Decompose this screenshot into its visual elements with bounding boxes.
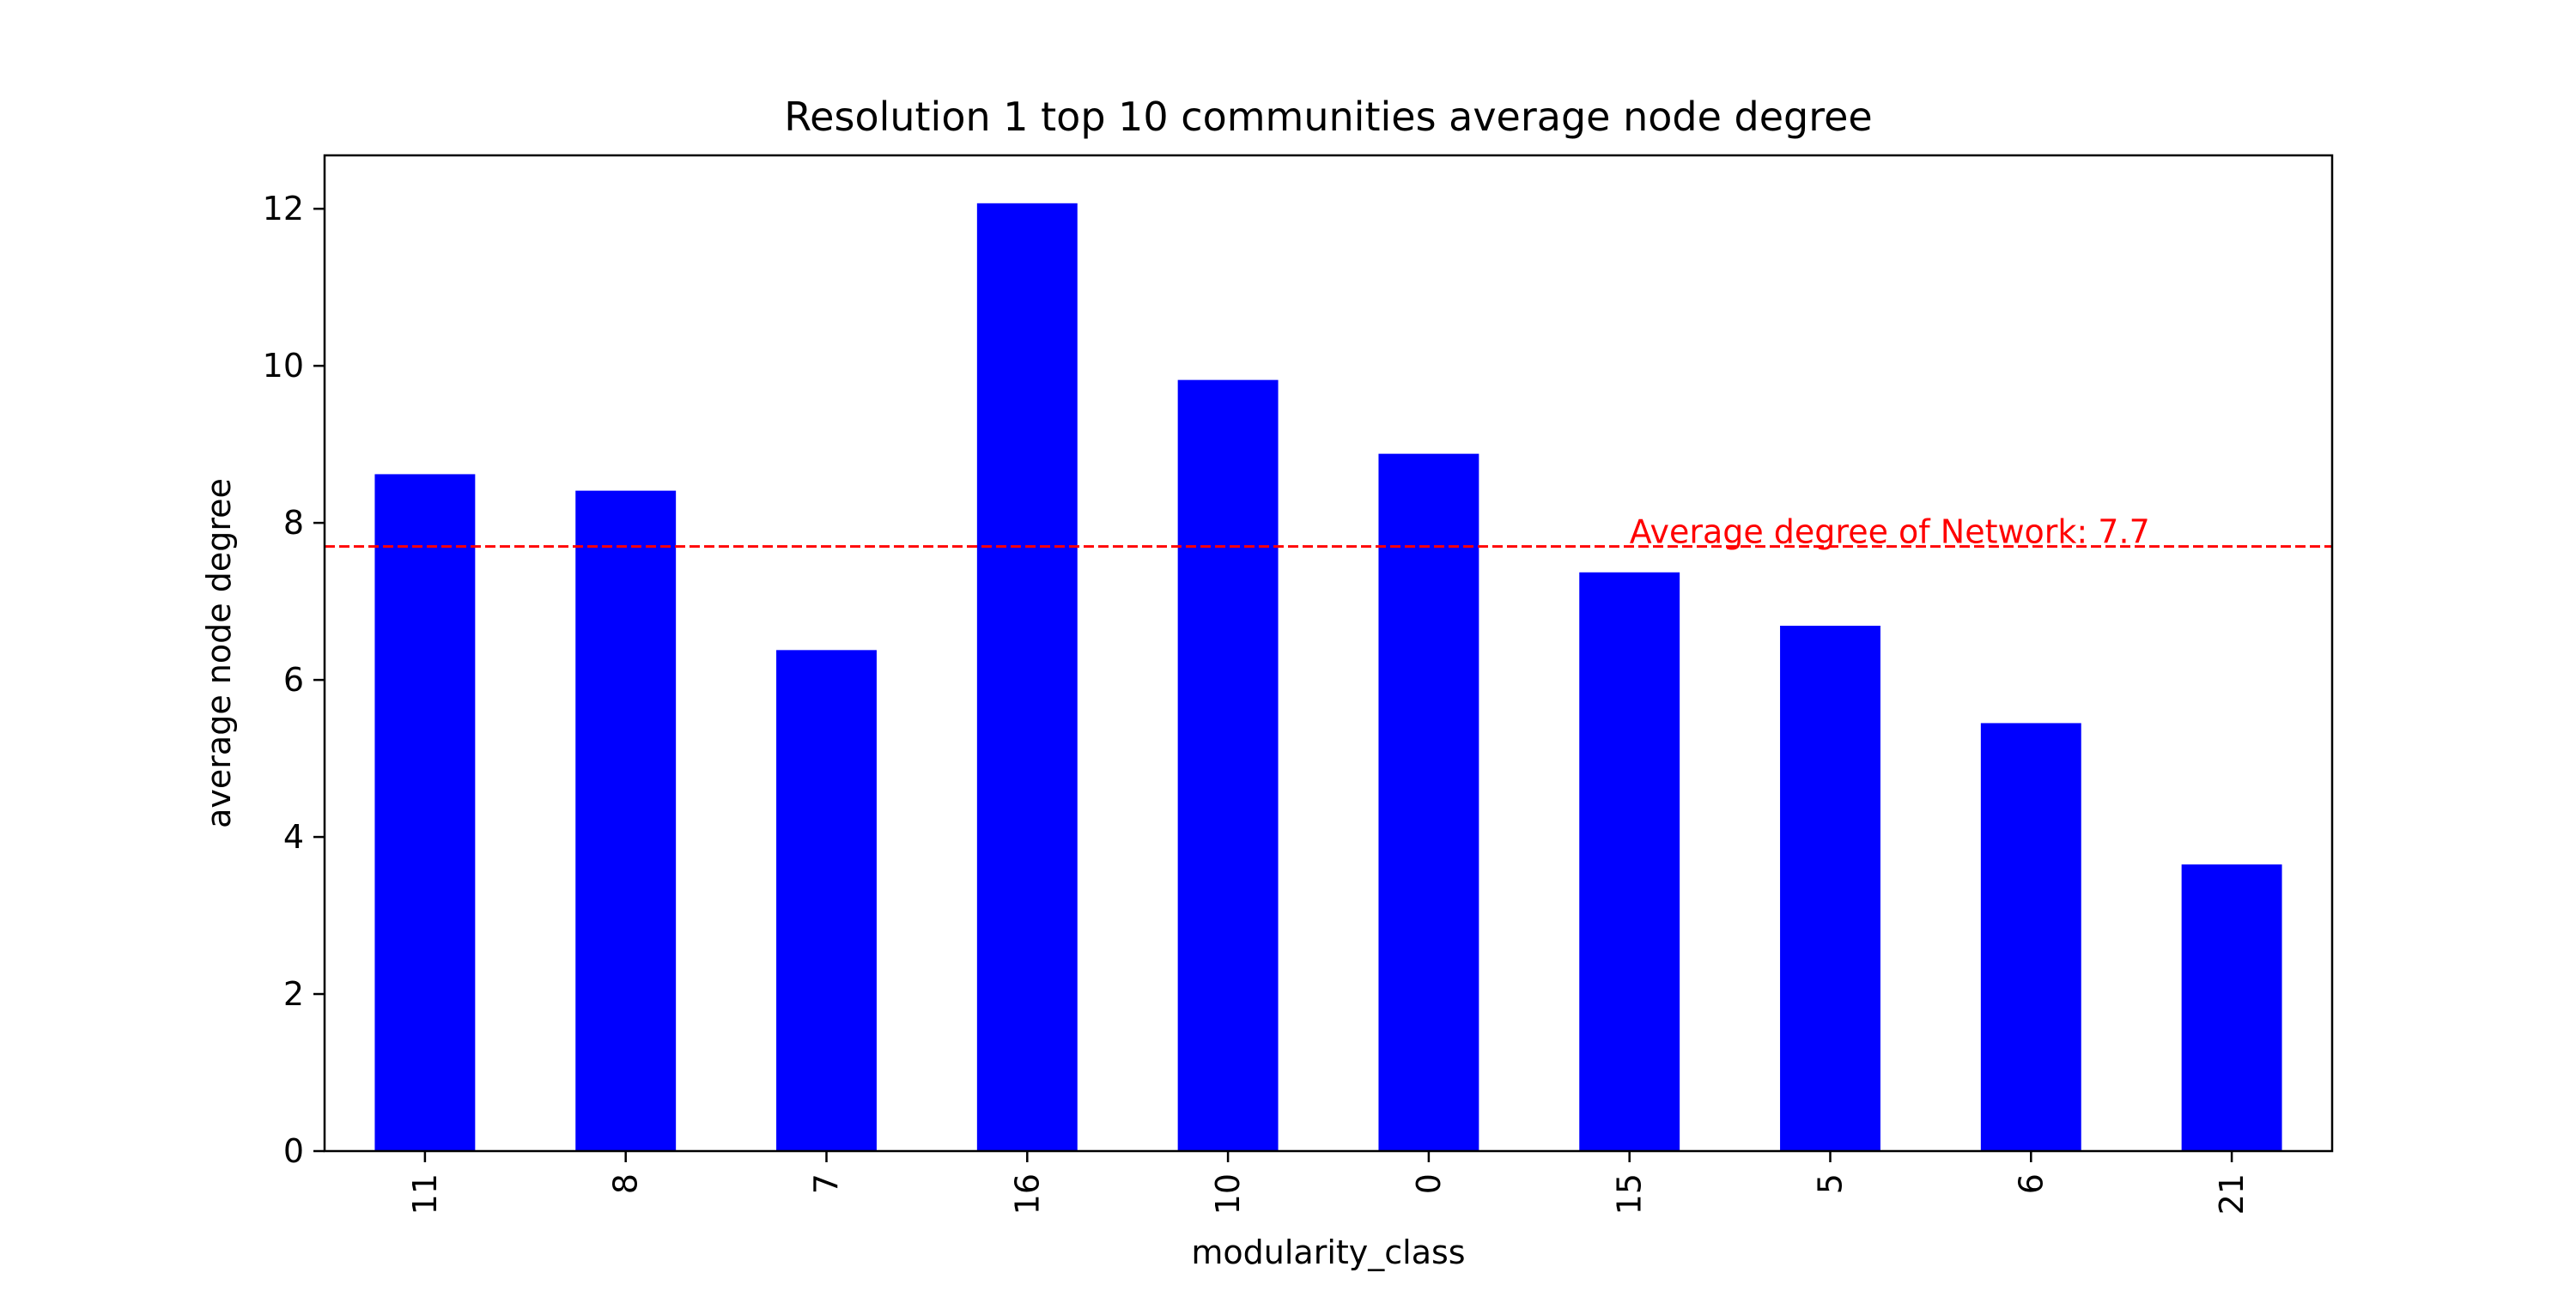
bar-11 <box>374 474 476 1151</box>
x-tick-label: 16 <box>1008 1173 1046 1215</box>
y-tick-label: 8 <box>283 504 304 542</box>
bar-16 <box>976 203 1078 1151</box>
y-axis: 0 2 4 6 8 10 12 <box>263 190 325 1170</box>
bar-0 <box>1378 453 1479 1151</box>
y-tick-label: 4 <box>283 818 304 856</box>
x-tick-label: 8 <box>607 1173 645 1194</box>
x-tick-label: 11 <box>406 1173 444 1215</box>
y-axis-label: average node degree <box>200 478 238 828</box>
bars-layer <box>374 203 2282 1151</box>
bar-21 <box>2181 864 2282 1151</box>
x-tick-label: 7 <box>808 1173 846 1194</box>
x-axis-label: modularity_class <box>1191 1233 1465 1271</box>
reference-line-label: Average degree of Network: 7.7 <box>1630 513 2150 551</box>
x-tick-label: 10 <box>1209 1173 1247 1215</box>
x-tick-label: 15 <box>1611 1173 1649 1215</box>
x-axis: 11 8 7 16 10 0 15 5 6 21 <box>406 1151 2251 1215</box>
bar-15 <box>1579 572 1680 1151</box>
y-tick-label: 0 <box>283 1132 304 1170</box>
bar-6 <box>1980 723 2081 1151</box>
x-tick-label: 5 <box>1812 1173 1850 1194</box>
bar-7 <box>776 650 877 1151</box>
y-tick-label: 12 <box>263 190 304 227</box>
y-tick-label: 2 <box>283 975 304 1013</box>
y-tick-label: 6 <box>283 661 304 699</box>
x-tick-label: 6 <box>2012 1173 2050 1194</box>
bar-10 <box>1177 379 1279 1151</box>
x-tick-label: 0 <box>1410 1173 1448 1194</box>
chart-title: Resolution 1 top 10 communities average … <box>784 94 1872 140</box>
y-tick-label: 10 <box>263 347 304 385</box>
bar-8 <box>575 490 677 1151</box>
bar-5 <box>1780 625 1880 1151</box>
plot-frame <box>323 154 2334 1153</box>
reference-line-layer: Average degree of Network: 7.7 <box>325 513 2332 551</box>
x-tick-label: 21 <box>2213 1173 2251 1215</box>
